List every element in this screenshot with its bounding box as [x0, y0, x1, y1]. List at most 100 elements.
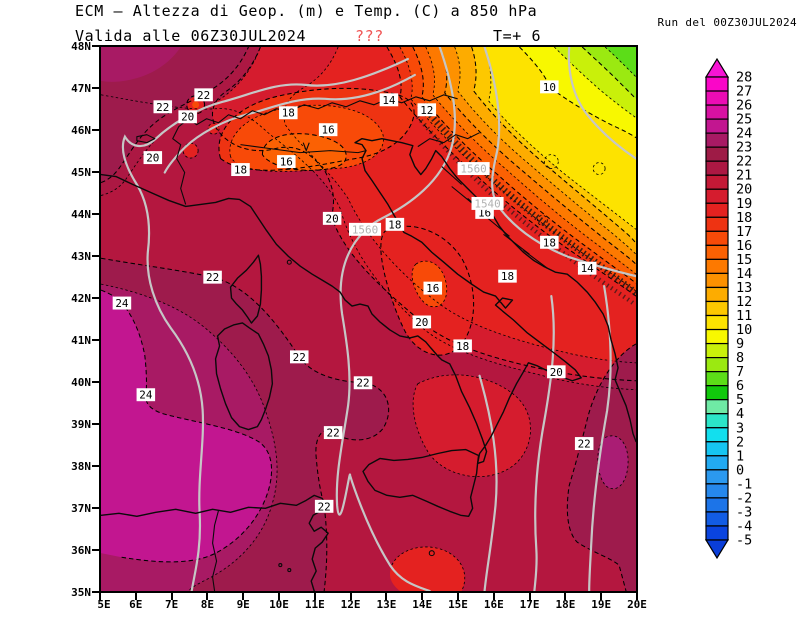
geopotential-contour-label: 1560: [457, 162, 490, 176]
temperature-contour-label: 18: [231, 163, 250, 177]
colorbar-cell: [705, 132, 729, 148]
colorbar-cell: [705, 413, 729, 429]
x-axis-label: 11E: [304, 598, 325, 611]
x-axis-label: 9E: [236, 598, 250, 611]
colorbar-cell: [705, 483, 729, 499]
svg-text:20: 20: [415, 316, 428, 329]
temperature-contour-label: 18: [540, 235, 559, 249]
svg-text:24: 24: [115, 297, 129, 310]
colorbar-label: -2: [736, 490, 752, 506]
temperature-contour-label: 22: [153, 100, 173, 114]
svg-text:22: 22: [197, 89, 210, 102]
colorbar-cell: [705, 174, 729, 190]
svg-text:18: 18: [501, 270, 514, 283]
colorbar-label: 2: [736, 434, 744, 450]
colorbar-cell: [705, 385, 729, 401]
colorbar-cell: [705, 118, 729, 134]
colorbar-label: 13: [736, 280, 752, 296]
svg-text:18: 18: [388, 218, 401, 231]
svg-text:22: 22: [356, 377, 369, 390]
temperature-contour-label: 22: [323, 426, 343, 440]
colorbar-cell: [705, 244, 729, 260]
colorbar-label: 0: [736, 462, 744, 478]
temperature-contour-label: 22: [314, 499, 334, 513]
colorbar-label: 7: [736, 364, 744, 380]
x-axis-label: 8E: [200, 598, 215, 611]
svg-text:10: 10: [543, 81, 556, 94]
svg-text:14: 14: [581, 262, 595, 275]
x-axis-label: 10E: [269, 598, 289, 611]
svg-text:20: 20: [550, 366, 563, 379]
y-axis-label: 43N: [71, 250, 91, 263]
colorbar-label: 24: [736, 126, 752, 142]
temperature-contour-label: 16: [277, 155, 296, 169]
x-axis-tick: [242, 593, 245, 600]
colorbar-label: 22: [736, 154, 752, 170]
svg-text:1560: 1560: [460, 163, 486, 176]
temperature-contour-label: 10: [540, 80, 559, 94]
colorbar-label: -5: [736, 532, 752, 548]
temperature-contour-label: 22: [194, 88, 213, 102]
temperature-contour-label: 22: [574, 437, 594, 451]
colorbar-label: 3: [736, 420, 744, 436]
valid-time: Valida alle 06Z30JUL2024: [75, 27, 307, 45]
page-title: ECM — Altezza di Geop. (m) e Temp. (C) a…: [75, 2, 538, 20]
y-axis-label: 46N: [71, 124, 91, 137]
colorbar-label: 28: [736, 70, 752, 86]
x-axis-label: 14E: [412, 598, 433, 611]
colorbar-arrow-top: [704, 57, 730, 78]
x-axis-tick: [528, 593, 531, 600]
temperature-contour-label: 18: [279, 106, 298, 120]
x-axis-label: 13E: [376, 598, 397, 611]
svg-text:1560: 1560: [352, 223, 378, 236]
y-axis-tick: [92, 465, 99, 467]
y-axis-tick: [92, 45, 99, 47]
colorbar-label: 17: [736, 224, 752, 240]
warning-text: ???: [355, 27, 384, 45]
colorbar-cell: [705, 455, 729, 471]
temperature-contour-label: 22: [289, 350, 309, 364]
colorbar-label: 5: [736, 392, 744, 408]
y-axis-tick: [92, 339, 99, 341]
colorbar-arrow-bottom: [704, 539, 730, 560]
y-axis-tick: [92, 423, 99, 425]
colorbar-cell: [705, 272, 729, 289]
colorbar-label: 21: [736, 168, 752, 184]
y-axis-tick: [92, 297, 99, 299]
x-axis-tick: [636, 593, 638, 600]
colorbar-label: 26: [736, 98, 752, 114]
y-axis-tick: [92, 171, 99, 173]
y-axis-label: 42N: [71, 292, 91, 305]
colorbar-label: 16: [736, 238, 752, 254]
svg-text:20: 20: [326, 212, 339, 225]
svg-text:16: 16: [280, 156, 293, 169]
colorbar-label: 9: [736, 336, 744, 352]
y-axis-tick: [92, 591, 99, 593]
colorbar-cell: [705, 202, 729, 218]
svg-text:20: 20: [181, 111, 194, 124]
colorbar-cell: [705, 230, 729, 246]
y-axis-tick: [92, 129, 99, 131]
svg-text:18: 18: [282, 107, 295, 120]
svg-text:16: 16: [322, 124, 335, 137]
colorbar-label: 23: [736, 140, 752, 156]
colorbar-cell: [705, 314, 729, 331]
svg-text:22: 22: [327, 427, 340, 440]
colorbar: 28 27 26 25 24 23 22 21 20 19 18 17 16 15 14 13 12 11 10 9 8…: [704, 56, 774, 570]
y-axis-label: 41N: [71, 334, 91, 347]
colorbar-label: 8: [736, 350, 744, 366]
svg-text:22: 22: [206, 271, 219, 284]
y-axis-tick: [92, 381, 99, 383]
colorbar-label: 1: [736, 448, 744, 464]
temperature-contour-label: 14: [577, 261, 597, 275]
x-axis-tick: [492, 593, 495, 600]
x-axis-label: 17E: [519, 598, 540, 611]
x-axis-tick: [134, 593, 137, 600]
colorbar-cell: [705, 258, 729, 275]
y-axis-label: 47N: [71, 82, 91, 95]
svg-text:12: 12: [420, 104, 433, 117]
x-axis-tick: [313, 593, 316, 600]
x-axis-label: 19E: [591, 598, 612, 611]
colorbar-cell: [705, 342, 729, 359]
